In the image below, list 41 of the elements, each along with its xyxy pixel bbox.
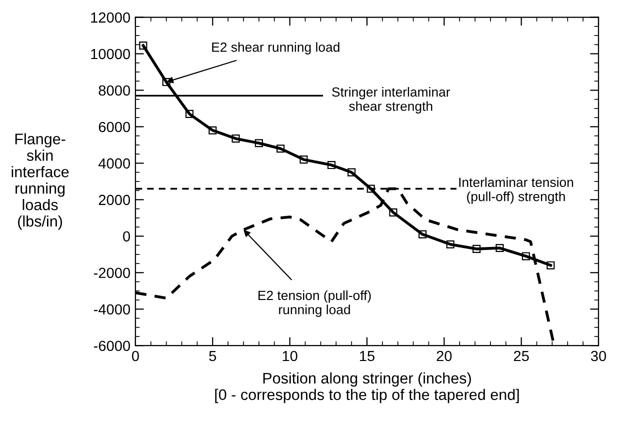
point (348, 168, 356, 176)
y-tick-label: 10000 (91, 48, 130, 60)
point (546, 261, 555, 270)
point (327, 160, 336, 170)
point (254, 139, 263, 148)
x-tick-label: 5 (209, 350, 216, 362)
y-tick-label: -2000 (94, 268, 130, 278)
y-axis-title: Flange- skin interface running loads (lbs/in) (12, 133, 69, 230)
point (162, 78, 170, 86)
point (472, 244, 481, 253)
x-tick-label: 20 (436, 350, 452, 362)
y-tick-label: 4000 (98, 158, 130, 169)
y-tick-label: 6000 (98, 122, 130, 132)
annotation: E2 shear running load (212, 42, 340, 54)
x-tick-label: 30 (590, 350, 606, 362)
point (300, 156, 308, 164)
point (139, 42, 148, 50)
point (232, 134, 240, 143)
point (208, 126, 217, 134)
point (389, 208, 398, 216)
x-tick-label: 10 (282, 350, 298, 362)
y-tick-label: -4000 (94, 304, 130, 315)
x-tick-label: 15 (360, 350, 374, 362)
point (418, 230, 427, 238)
point (366, 184, 375, 193)
x-tick-label: 25 (514, 350, 529, 362)
annotation: Stringer interlaminar shear strength (332, 87, 450, 114)
x-axis-title: Position along stringer (inches) [0 - corresponds to the tip of the tapered end] (215, 372, 519, 404)
point (522, 252, 530, 260)
x-tick-label: 0 (132, 350, 139, 362)
y-tick-label: 8000 (98, 85, 130, 96)
annotation: E2 tension (pull-off) running load (258, 290, 371, 317)
point (446, 240, 454, 248)
point (276, 144, 285, 153)
y-tick-label: -6000 (94, 340, 130, 352)
annotation: Interlaminar tension (pull-off) strength (459, 177, 574, 204)
point (185, 110, 194, 118)
y-tick-label: 0 (123, 231, 130, 242)
y-tick-label: 12000 (91, 12, 130, 23)
point (496, 244, 504, 252)
y-tick-label: 2000 (98, 194, 130, 206)
